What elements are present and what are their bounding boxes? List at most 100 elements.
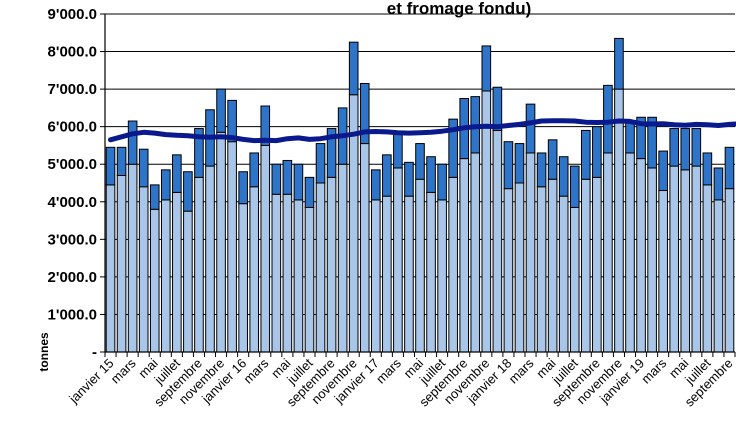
bar-upper <box>481 45 492 92</box>
bar-lower <box>470 152 481 353</box>
bar-upper <box>569 165 580 208</box>
bar-lower <box>370 199 381 353</box>
bar-upper <box>282 159 293 195</box>
bar-upper <box>304 176 315 208</box>
y-tick-label: 2'000.0 <box>48 269 97 286</box>
bar-upper <box>558 156 569 197</box>
bar-lower <box>382 195 392 353</box>
bar-lower <box>404 195 414 353</box>
bar-lower <box>437 199 447 353</box>
x-tick-label: mars <box>373 355 404 386</box>
bar-upper <box>172 154 182 193</box>
bar-upper <box>437 163 447 201</box>
bar-lower <box>580 178 591 353</box>
bar-lower <box>249 186 260 353</box>
bar-lower <box>702 184 713 353</box>
bar-lower <box>569 206 580 353</box>
bar-upper <box>116 146 127 176</box>
bar-upper <box>238 171 248 205</box>
bar-upper <box>227 99 237 143</box>
bar-lower <box>271 193 282 353</box>
x-tick-label: janvier 15 <box>65 356 116 407</box>
bar-lower <box>194 176 204 353</box>
bar-lower <box>116 174 127 353</box>
bar-lower <box>260 144 271 353</box>
bar-upper <box>194 128 204 178</box>
bar-lower <box>205 165 215 353</box>
bar-upper <box>382 154 392 197</box>
bar-lower <box>658 190 668 353</box>
bar-lower <box>393 167 403 353</box>
bar-lower <box>614 88 624 353</box>
bar-upper <box>658 150 668 192</box>
bar-lower <box>536 186 547 353</box>
bar-lower <box>149 208 160 353</box>
x-tick-label: mars <box>240 355 271 386</box>
bar-lower <box>448 176 458 353</box>
bar-upper <box>503 141 514 190</box>
bar-lower <box>592 176 602 353</box>
bar-upper <box>603 84 613 154</box>
bar-upper <box>669 128 680 167</box>
bar-series <box>105 37 735 353</box>
bar-lower <box>359 143 370 353</box>
bar-lower <box>304 206 315 353</box>
trend-line <box>108 118 736 144</box>
bar-upper <box>525 103 536 154</box>
bar-upper <box>404 161 414 197</box>
chart-title: et fromage fondu) <box>387 0 532 18</box>
bar-lower <box>481 90 492 353</box>
bar-lower <box>691 165 702 353</box>
bar-upper <box>105 146 116 186</box>
bar-lower <box>525 152 536 353</box>
bar-upper <box>260 105 271 146</box>
y-tick-label: 6'000.0 <box>48 119 97 136</box>
bar-upper <box>592 126 602 178</box>
bar-lower <box>558 195 569 353</box>
bar-lower <box>647 167 657 353</box>
bar-lower <box>603 152 613 353</box>
bar-upper <box>271 163 282 195</box>
x-tick-label: mars <box>108 355 139 386</box>
bar-lower <box>669 165 680 353</box>
bar-upper <box>326 128 337 178</box>
bar-upper <box>636 116 646 160</box>
trend-line-series <box>108 118 736 144</box>
bar-lower <box>713 199 724 353</box>
bar-lower <box>547 178 558 353</box>
bar-upper <box>448 118 458 178</box>
y-tick-label: 9'000.0 <box>48 6 97 23</box>
y-tick-label: 5'000.0 <box>48 156 97 173</box>
bar-lower <box>227 141 237 353</box>
bar-upper <box>625 120 635 154</box>
bar-upper <box>183 171 193 212</box>
bar-upper <box>127 120 138 165</box>
bar-lower <box>127 163 138 353</box>
bar-upper <box>249 152 260 188</box>
bar-upper <box>359 82 370 145</box>
bar-lower <box>426 191 436 353</box>
bar-upper <box>348 41 359 96</box>
bar-upper <box>691 128 702 167</box>
bar-upper <box>536 152 547 188</box>
bar-lower <box>172 191 182 353</box>
bar-upper <box>680 128 691 171</box>
bar-upper <box>426 156 436 193</box>
bar-lower <box>160 199 171 353</box>
bar-lower <box>293 199 304 353</box>
y-axis-ticks: - 1'000.0 2'000.0 3'000.0 4'000.0 5'000.0 6'00… <box>48 6 105 361</box>
bar-upper <box>216 88 226 133</box>
y-axis-label: tonnes <box>37 332 51 372</box>
bar-upper <box>702 152 713 186</box>
bar-lower <box>415 178 425 353</box>
bar-lower <box>138 186 149 353</box>
y-tick-label: - <box>92 344 97 361</box>
bar-lower <box>680 169 691 353</box>
y-tick-label: 7'000.0 <box>48 81 97 98</box>
bar-upper <box>647 116 657 169</box>
bar-upper <box>492 86 503 131</box>
bar-upper <box>149 184 160 210</box>
x-tick-label: mars <box>638 355 669 386</box>
bar-lower <box>636 158 646 353</box>
